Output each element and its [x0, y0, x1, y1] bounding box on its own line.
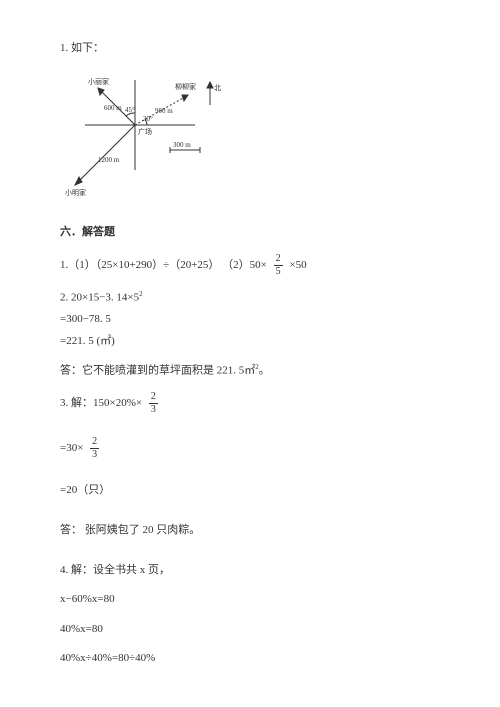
q3-l1: 3. 解：150×20%× 2 3 — [60, 392, 440, 415]
q1-prefix: 1.（1）（25×10+290）÷（20+25） （2）50× — [60, 259, 267, 271]
lbl-scale: 300 m — [173, 141, 191, 149]
diagram-svg: 小丽家 柳柳家 北 600 m 900 m 45° 30° 广场 1200 m … — [60, 70, 240, 200]
q2-ans-suffix: 。 — [259, 365, 270, 377]
q2-exp: 2 — [139, 290, 143, 298]
q1-frac-d: 5 — [274, 266, 283, 277]
direction-diagram: 小丽家 柳柳家 北 600 m 900 m 45° 30° 广场 1200 m … — [60, 70, 440, 207]
lbl-45: 45° — [125, 106, 135, 114]
q3-answer: 答： 张阿姨包了 20 只肉粽。 — [60, 522, 440, 540]
q1-frac-n: 2 — [274, 254, 283, 266]
lbl-900: 900 m — [155, 107, 173, 115]
lbl-topleft: 小丽家 — [88, 77, 109, 86]
lbl-30: 30° — [143, 115, 153, 123]
q1-frac: 2 5 — [274, 254, 283, 277]
q2-l1-text: 2. 20×15−3. 14×5 — [60, 291, 139, 303]
q3-frac2: 2 3 — [90, 437, 99, 460]
q1-suffix: ×50 — [289, 259, 306, 271]
q3-f2-d: 3 — [90, 449, 99, 460]
q3-l2-prefix: =30× — [60, 443, 83, 455]
q3-l2: =30× 2 3 — [60, 437, 440, 460]
q3-f2-n: 2 — [90, 437, 99, 449]
q2-ans-prefix: 答：它不能喷灌到的草坪面积是 221. 5㎡ — [60, 365, 255, 377]
q1-header: 1. 如下： — [60, 40, 440, 58]
lbl-ground: 广场 — [138, 127, 152, 136]
q3-frac1: 2 3 — [149, 392, 158, 415]
q3-f1-d: 3 — [149, 404, 158, 415]
q3-l3: =20（只） — [60, 482, 440, 500]
lbl-1200: 1200 m — [98, 156, 120, 164]
q2-l2: =300−78. 5 — [60, 311, 440, 329]
q4-l4: 40%x÷40%=80÷40% — [60, 650, 440, 668]
lbl-topright: 柳柳家 — [175, 82, 196, 91]
lbl-bottomleft: 小明家 — [65, 188, 86, 197]
section6-title: 六．解答题 — [60, 224, 440, 242]
lbl-north: 北 — [214, 84, 221, 92]
q4-l1: 4. 解：设全书共 x 页， — [60, 562, 440, 580]
q4-l2: x−60%x=80 — [60, 591, 440, 609]
q1-line: 1.（1）（25×10+290）÷（20+25） （2）50× 2 5 ×50 — [60, 254, 440, 277]
lbl-600: 600 m — [104, 104, 122, 112]
q3-f1-n: 2 — [149, 392, 158, 404]
q2-answer: 答：它不能喷灌到的草坪面积是 221. 5㎡2。 — [60, 362, 440, 380]
q3-l1-prefix: 3. 解：150×20%× — [60, 398, 142, 410]
q2-l3: =221. 5 (㎡) — [60, 333, 440, 351]
q4-l3: 40%x=80 — [60, 621, 440, 639]
q2-l1: 2. 20×15−3. 14×52 — [60, 289, 440, 307]
